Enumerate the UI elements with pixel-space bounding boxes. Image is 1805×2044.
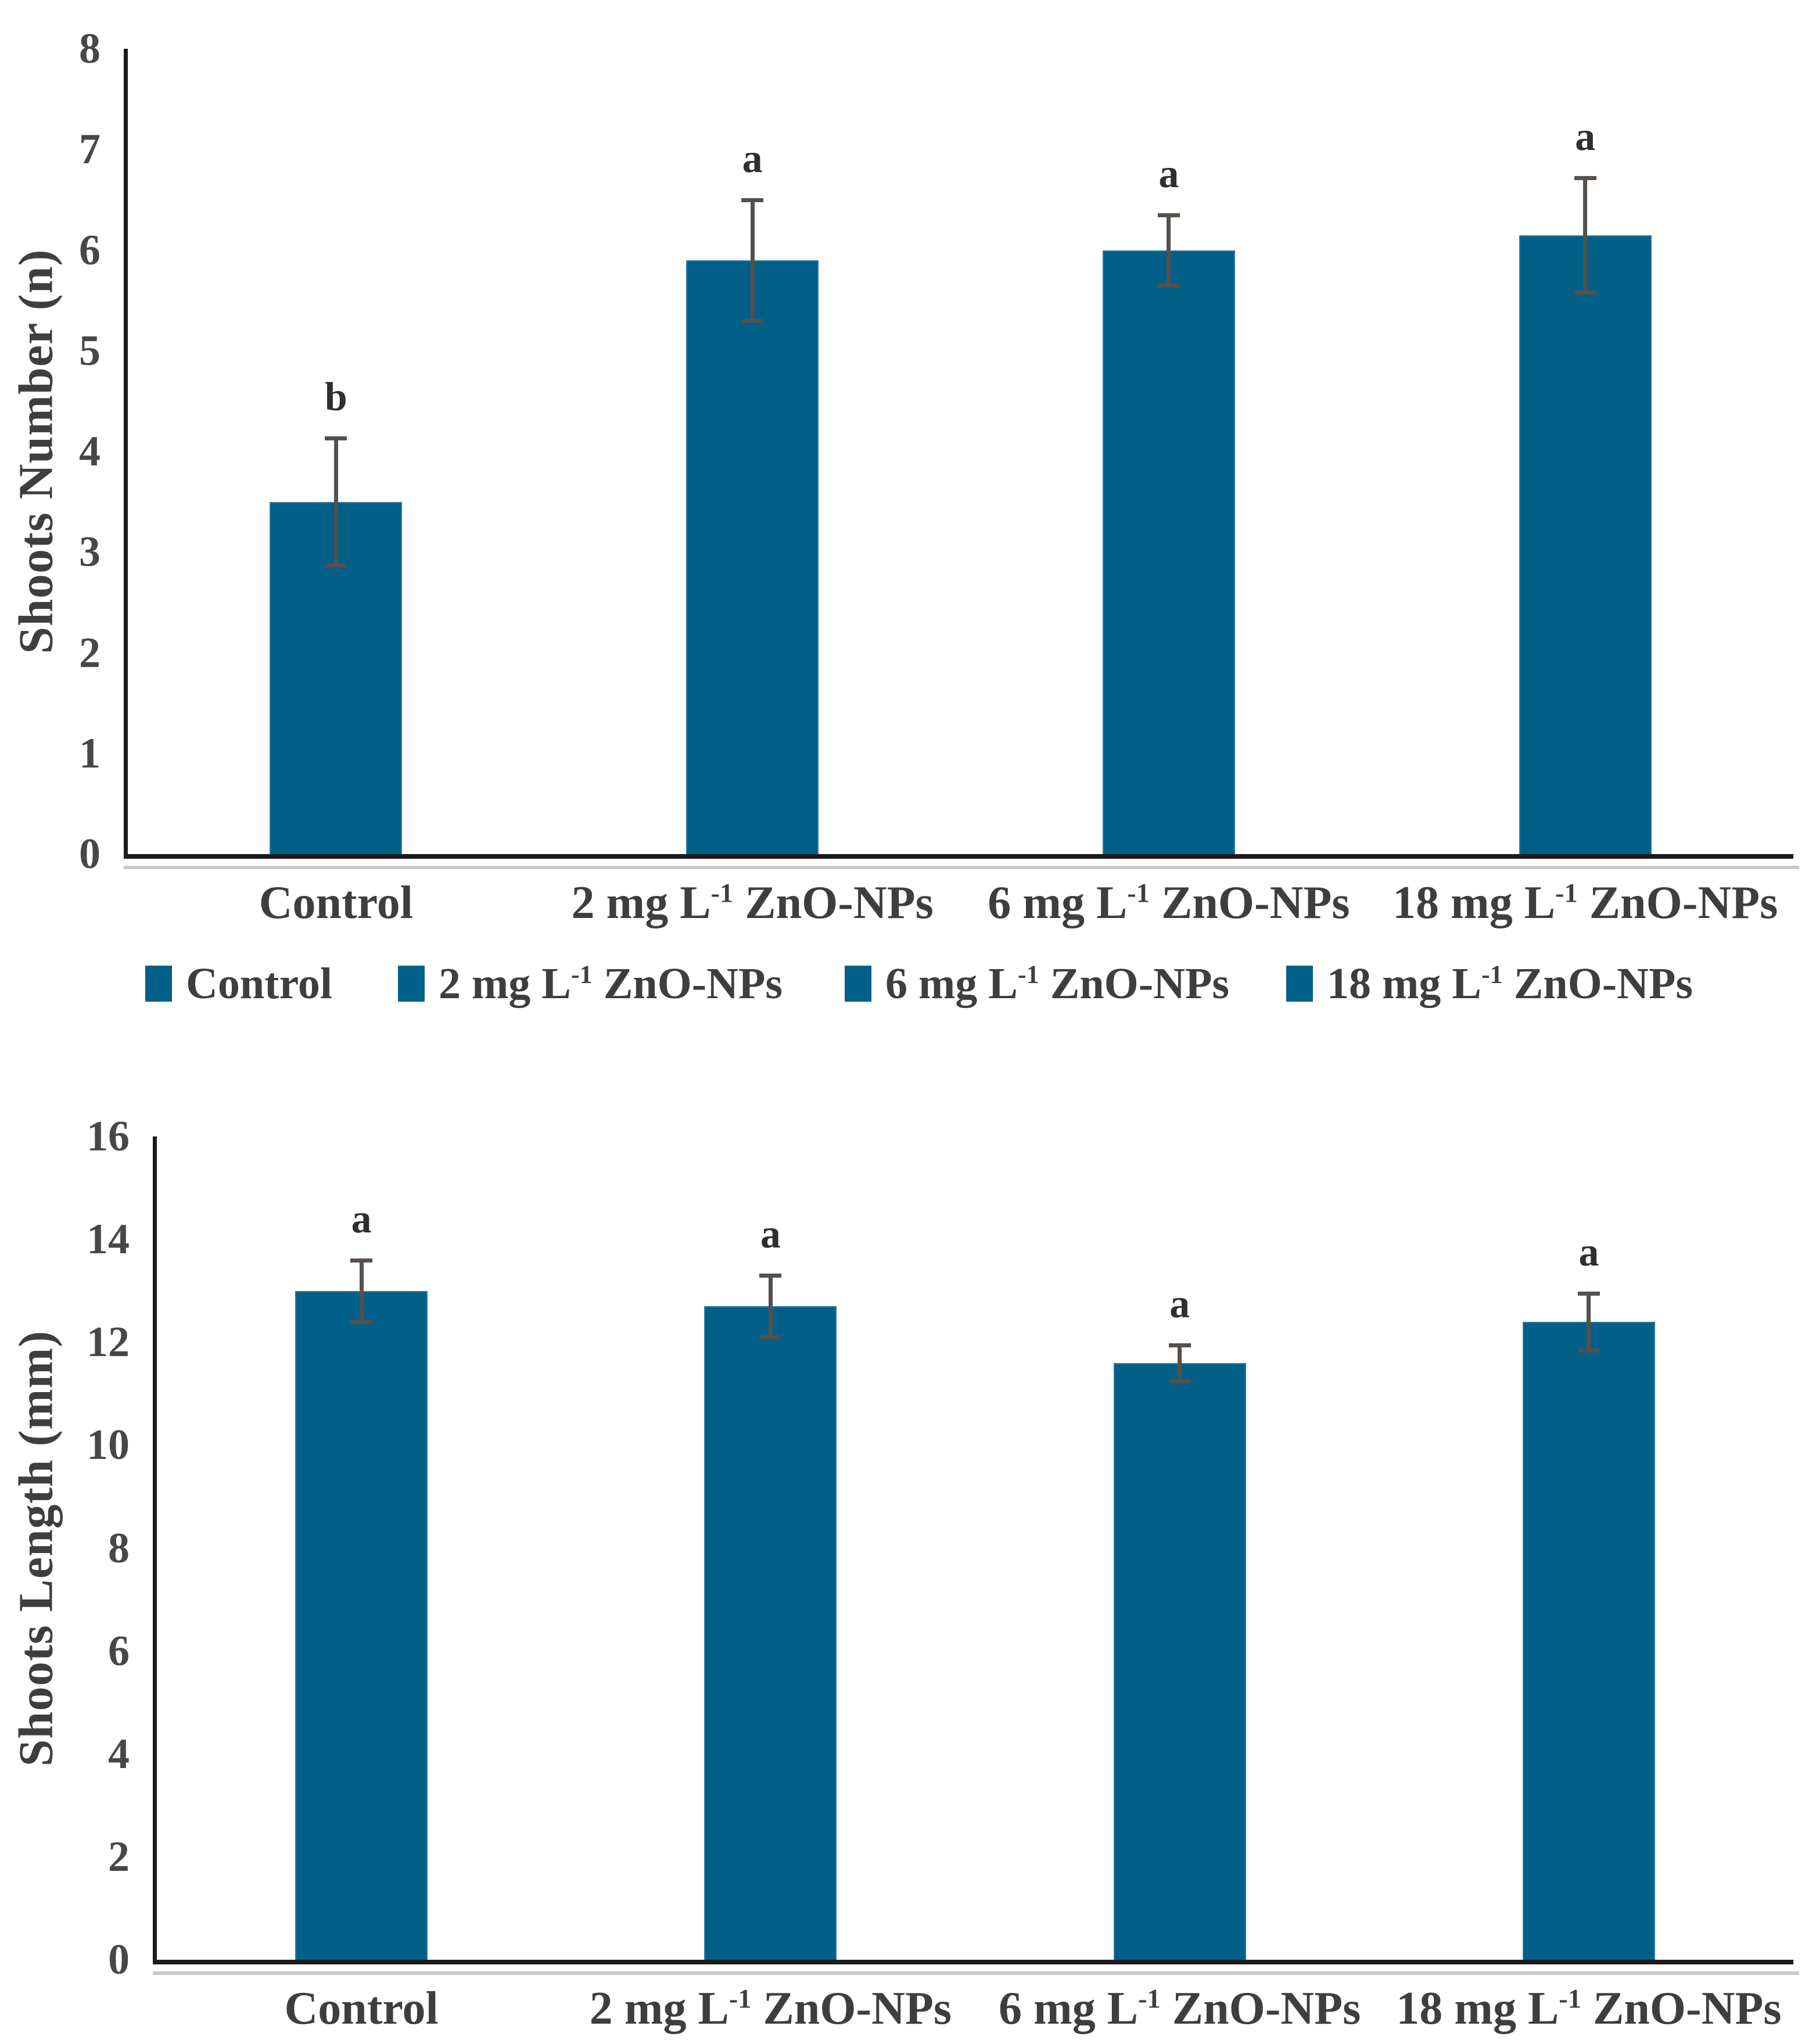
legend-label: Control (186, 959, 332, 1008)
legend-label: 18 mg L-1 ZnO-NPs (1327, 959, 1693, 1008)
error-bar-cap-bottom (1577, 1348, 1600, 1353)
error-bar-cap-bottom (741, 318, 764, 323)
legend-entry: 6 mg L-1 ZnO-NPs (845, 956, 1229, 1012)
x-category-label: 6 mg L-1 ZnO-NPs (988, 877, 1350, 928)
error-bar-cap-bottom (1168, 1379, 1191, 1383)
y-tick-label: 4 (108, 1730, 130, 1778)
significance-letter: a (760, 1212, 781, 1257)
bar-control (295, 1290, 428, 1960)
legend-marker-icon (145, 966, 172, 1002)
y-tick-label: 1 (79, 729, 101, 777)
error-bar-cap-top (350, 1258, 373, 1263)
y-tick-label: 14 (87, 1215, 130, 1264)
plot-area-shoots-number: 0 1 2 3 4 5 6 7 8 b Control a 2 mg L-1 ZnO-NPs a 6 mg … (79, 27, 1799, 928)
legend-entry: Control (145, 956, 332, 1012)
significance-letter: a (351, 1196, 372, 1242)
bar-6-mg-l-zno-nps (1113, 1362, 1246, 1960)
y-tick-label: 7 (79, 125, 101, 174)
x-category-label: 2 mg L-1 ZnO-NPs (571, 877, 934, 928)
significance-letter: a (742, 136, 763, 181)
bar-18-mg-l-zno-nps (1519, 235, 1652, 854)
y-tick-label: 12 (87, 1318, 130, 1367)
error-bar-line (1167, 214, 1171, 286)
error-bar-cap-top (1577, 1292, 1600, 1296)
bar-2-mg-l-zno-nps (704, 1306, 837, 1960)
error-bar-cap-top (1157, 213, 1180, 217)
x-category-label: Control (284, 1983, 439, 2034)
y-tick-label: 8 (79, 25, 101, 73)
x-category-label: 18 mg L-1 ZnO-NPs (1396, 1983, 1782, 2034)
error-bar-cap-bottom (1157, 284, 1180, 288)
y-tick-label: 16 (87, 1113, 130, 1160)
legend-label: 2 mg L-1 ZnO-NPs (439, 959, 783, 1008)
error-bar-cap-top (325, 436, 347, 441)
x-category-label: 2 mg L-1 ZnO-NPs (589, 1983, 952, 2034)
error-bar-line (1178, 1344, 1182, 1381)
y-tick-label: 6 (108, 1627, 130, 1675)
significance-letter: a (1158, 151, 1179, 196)
bar-18-mg-l-zno-nps (1522, 1321, 1655, 1960)
error-bar-cap-bottom (1574, 291, 1596, 295)
y-tick-label: 0 (108, 1936, 130, 1984)
error-bar-line (1587, 1293, 1591, 1350)
legend-marker-icon (1286, 966, 1313, 1002)
error-bar-line (359, 1260, 364, 1322)
y-tick-label: 0 (79, 830, 101, 878)
legend-marker-icon (845, 966, 871, 1002)
error-bar-line (768, 1275, 773, 1337)
significance-letter: b (324, 375, 347, 420)
plot-area-shoots-length: 0 2 4 6 8 10 12 14 16 a Control a 2 mg L-1 ZnO-NPs a 6… (87, 1115, 1799, 2034)
error-bar-line (1583, 177, 1588, 293)
legend-entry: 2 mg L-1 ZnO-NPs (398, 956, 783, 1012)
error-bar-line (750, 199, 755, 321)
error-bar-cap-top (759, 1274, 782, 1278)
error-bar-cap-top (741, 198, 764, 202)
error-bar-cap-bottom (759, 1335, 782, 1340)
legend-marker-icon (398, 966, 425, 1002)
y-tick-label: 3 (79, 528, 101, 576)
error-bar-cap-top (1574, 175, 1596, 180)
error-bar-cap-top (1168, 1343, 1191, 1347)
legend-label: 6 mg L-1 ZnO-NPs (885, 959, 1229, 1008)
y-tick-label: 4 (79, 428, 101, 475)
error-bar-cap-bottom (350, 1319, 373, 1324)
bar-6-mg-l-zno-nps (1102, 250, 1235, 854)
x-category-label: Control (259, 877, 413, 928)
significance-letter: a (1578, 1230, 1599, 1275)
y-tick-label: 2 (79, 629, 101, 677)
y-tick-label: 2 (108, 1833, 130, 1881)
y-tick-label: 5 (79, 327, 101, 375)
y-tick-label: 6 (79, 226, 101, 274)
x-category-label: 18 mg L-1 ZnO-NPs (1393, 877, 1778, 928)
significance-letter: a (1575, 114, 1596, 159)
error-bar-line (333, 438, 338, 565)
significance-letter: a (1169, 1281, 1190, 1326)
x-category-label: 6 mg L-1 ZnO-NPs (999, 1983, 1361, 2034)
legend-entry: 18 mg L-1 ZnO-NPs (1286, 956, 1693, 1012)
y-tick-label: 8 (108, 1524, 130, 1572)
error-bar-cap-bottom (325, 563, 347, 568)
y-tick-label: 10 (87, 1421, 130, 1469)
bar-2-mg-l-zno-nps (686, 260, 819, 854)
